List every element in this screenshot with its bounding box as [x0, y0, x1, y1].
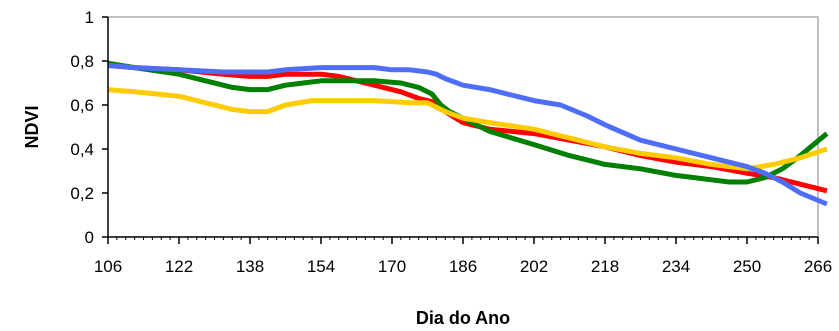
- x-tick-label: 218: [591, 257, 619, 276]
- x-axis-ticks: 106 122 138 154 170 186 202 218 234 250 266: [94, 237, 832, 276]
- x-tick-label: 250: [733, 257, 761, 276]
- y-axis-title: NDVI: [22, 105, 42, 148]
- x-tick-label: 170: [378, 257, 406, 276]
- series-line-4: [107, 62, 828, 207]
- x-axis-title: Dia do Ano: [416, 308, 510, 328]
- x-tick-label: 266: [804, 257, 832, 276]
- plot-area: [107, 16, 819, 238]
- x-tick-label: 234: [662, 257, 690, 276]
- y-tick-label: 0,6: [70, 96, 94, 115]
- y-axis-ticks: 0 0,2 0,4 0,6 0,8 1: [70, 8, 108, 247]
- y-tick-label: 0: [85, 228, 94, 247]
- x-tick-label: 106: [94, 257, 122, 276]
- y-tick-label: 0,2: [70, 184, 94, 203]
- series-line-3: [107, 87, 828, 172]
- y-tick-label: 0,4: [70, 140, 94, 159]
- y-tick-label: 0,8: [70, 52, 94, 71]
- x-tick-label: 202: [520, 257, 548, 276]
- x-tick-label: 138: [236, 257, 264, 276]
- x-tick-label: 186: [449, 257, 477, 276]
- y-tick-label: 1: [85, 8, 94, 27]
- series-layer: [107, 60, 829, 207]
- x-tick-label: 154: [307, 257, 335, 276]
- x-tick-label: 122: [165, 257, 193, 276]
- x-axis-minor-ticks: [107, 237, 819, 240]
- series-line-2: [107, 60, 829, 185]
